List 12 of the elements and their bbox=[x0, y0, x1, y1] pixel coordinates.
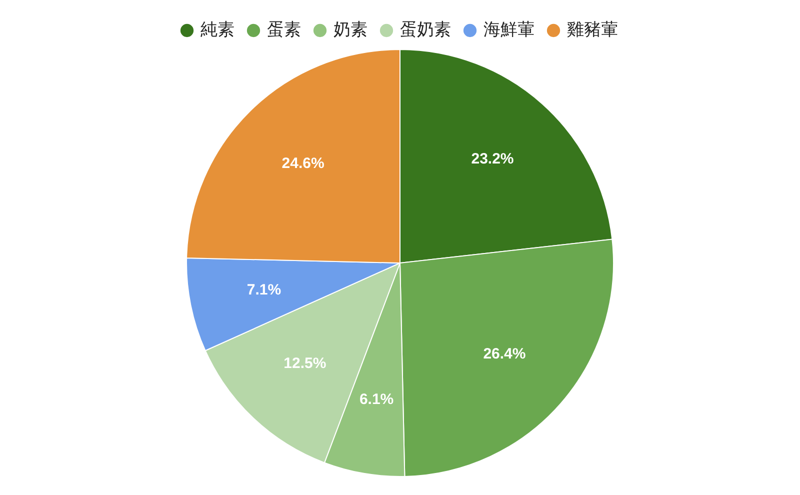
legend-label: 奶素 bbox=[334, 20, 368, 40]
legend-label: 雞豬葷 bbox=[567, 20, 618, 40]
data-label: 26.4% bbox=[483, 346, 526, 362]
legend-label: 蛋奶素 bbox=[400, 20, 451, 40]
data-label: 24.6% bbox=[282, 154, 324, 172]
data-label: 23.2% bbox=[471, 150, 514, 168]
data-label: 6.1% bbox=[359, 390, 394, 408]
legend-label: 蛋素 bbox=[267, 20, 301, 40]
data-label: 12.5% bbox=[284, 355, 326, 372]
legend-label: 海鮮葷 bbox=[484, 20, 534, 40]
legend-label: 純素 bbox=[200, 20, 234, 40]
data-label: 7.1% bbox=[246, 282, 282, 299]
